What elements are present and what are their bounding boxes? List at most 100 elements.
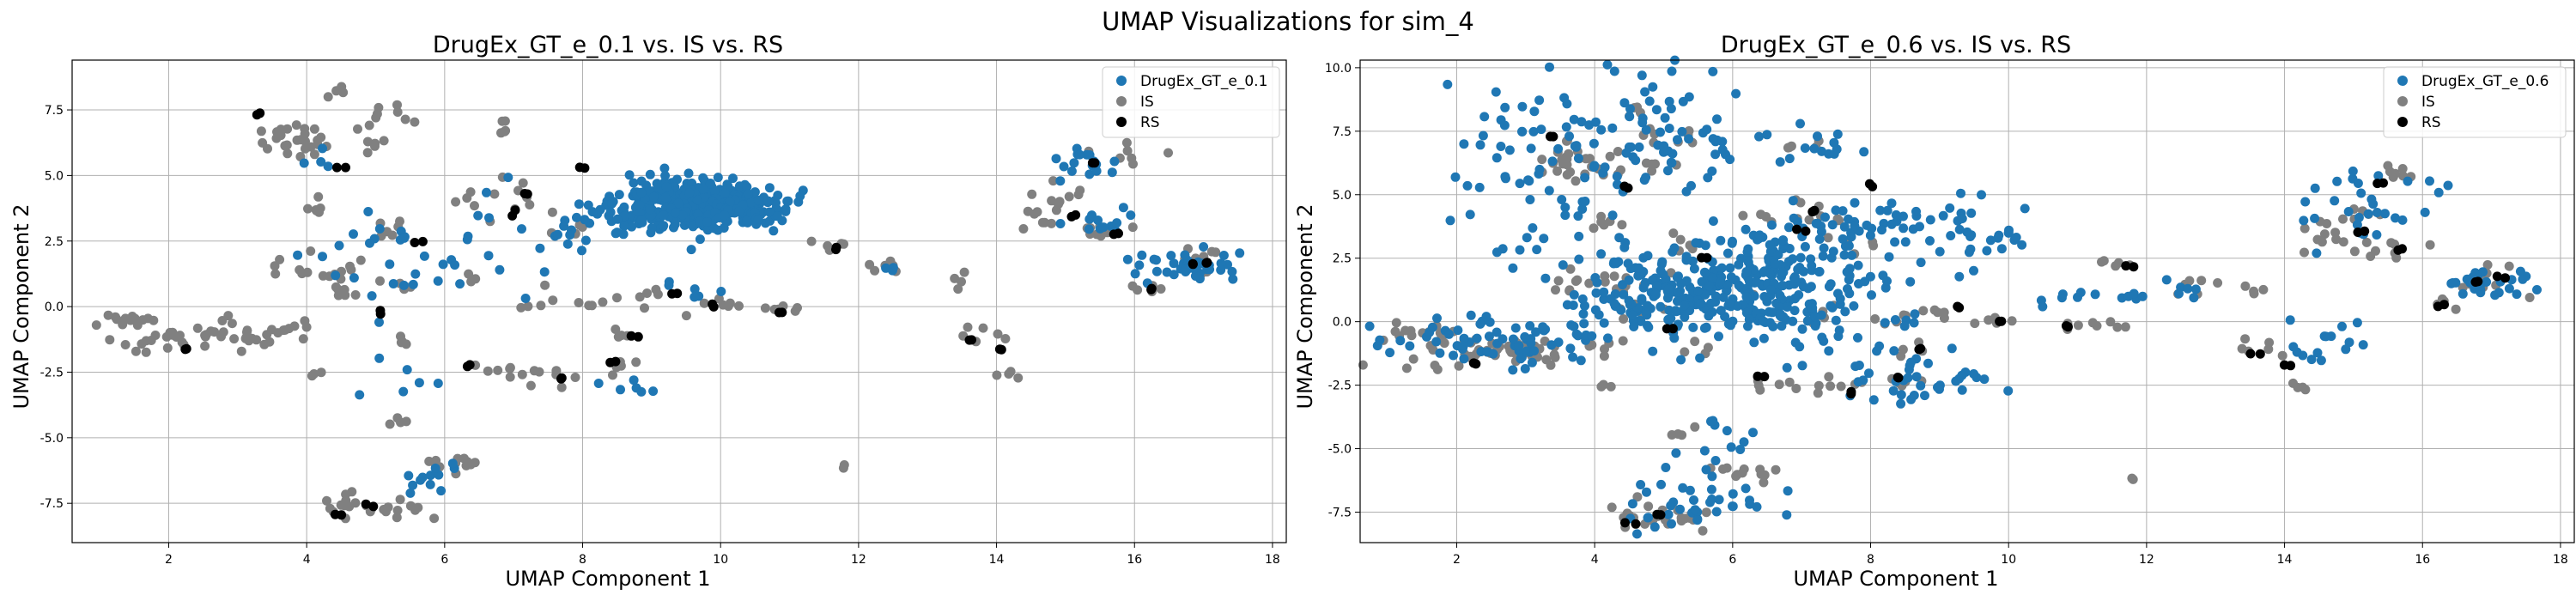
chart-2-primary-point-761 (1557, 195, 1567, 204)
chart-2-primary-point-656 (1591, 288, 1601, 298)
chart-2-primary-point-774 (1474, 182, 1485, 192)
chart-1-primary-point-874 (404, 470, 414, 481)
chart-1-primary-point-723 (635, 200, 645, 210)
chart-2-ytick-label-2: -2.5 (1328, 379, 1352, 393)
chart-2-primary-point-660 (1663, 283, 1674, 294)
chart-2-primary-point-864 (1925, 215, 1935, 225)
chart-1-is-point-261 (718, 300, 728, 310)
chart-1-primary-point-912 (334, 240, 344, 251)
chart-1-primary-point-905 (374, 317, 384, 327)
chart-1-is-point-224 (523, 301, 533, 312)
chart-1-primary-point-721 (647, 223, 657, 234)
chart-2-primary-point-813 (1637, 70, 1647, 81)
chart-2-primary-point-778 (1459, 139, 1469, 149)
chart-1-is-point-299 (1018, 224, 1029, 234)
chart-1-is-point-222 (536, 300, 546, 311)
chart-2-primary-point-504 (1734, 280, 1744, 290)
chart-2-primary-point-709 (1807, 261, 1817, 270)
chart-2-primary-point-876 (1993, 233, 2003, 243)
chart-2-primary-point-640 (1623, 258, 1633, 269)
chart-2-primary-point-587 (1688, 322, 1698, 332)
chart-2-primary-point-1060 (1775, 157, 1785, 167)
chart-2-is-point-185 (1698, 525, 1708, 536)
chart-2-rs-point-1256 (2245, 349, 2256, 359)
chart-2-primary-point-558 (1741, 224, 1751, 234)
chart-2-primary-point-1194 (1773, 250, 1783, 260)
chart-2-is-point-69 (1537, 155, 1547, 165)
chart-2-primary-point-897 (1865, 230, 1875, 240)
chart-2-primary-point-927 (1916, 380, 1926, 391)
chart-1-xtick-label-5: 12 (851, 553, 866, 567)
chart-2-is-point-290 (2249, 288, 2259, 299)
chart-1-xtick-label-0: 2 (165, 553, 173, 567)
chart-2-primary-point-832 (1708, 134, 1718, 144)
chart-2-primary-point-775 (1524, 176, 1534, 186)
chart-2-primary-point-629 (1579, 319, 1589, 329)
chart-1-is-point-60 (309, 149, 319, 160)
chart-2-primary-point-697 (1789, 294, 1800, 304)
chart-2-primary-point-711 (1443, 79, 1453, 89)
chart-1-is-point-103 (270, 269, 281, 279)
chart-2-primary-point-900 (1864, 368, 1874, 379)
chart-1-primary-point-943 (517, 224, 526, 234)
chart-2-primary-point-684 (1844, 288, 1855, 299)
chart-2-primary-point-1212 (1819, 336, 1829, 346)
chart-2-primary-point-781 (1712, 114, 1722, 124)
chart-2-xtick-label-0: 2 (1453, 553, 1461, 567)
chart-2-legend-marker-is (2397, 96, 2408, 106)
chart-2-primary-point-1096 (2330, 196, 2340, 206)
chart-2-primary-point-610 (1704, 281, 1715, 291)
chart-2-primary-point-577 (1758, 316, 1768, 326)
chart-2-is-point-295 (2277, 350, 2287, 361)
chart-2-primary-point-1175 (1574, 254, 1584, 264)
chart-1-primary-point-901 (293, 250, 303, 260)
chart-2-primary-point-1181 (1614, 233, 1625, 243)
chart-2-primary-point-1206 (1811, 218, 1821, 228)
chart-1-primary-point-949 (433, 379, 443, 388)
chart-1-is-point-11 (103, 310, 113, 320)
chart-1-rs-point-991 (964, 335, 975, 345)
chart-2-primary-point-632 (1671, 307, 1681, 317)
chart-2-primary-point-676 (1835, 294, 1845, 304)
chart-2-primary-point-1084 (2403, 176, 2413, 186)
chart-2-is-point-171 (1632, 492, 1643, 502)
chart-2-rs-point-1223 (1471, 359, 1481, 369)
chart-2-is-point-256 (1898, 344, 1908, 355)
chart-1-primary-point-742 (677, 210, 688, 221)
chart-2-is-point-108 (1551, 285, 1560, 295)
chart-2-is-point-263 (1970, 319, 1980, 329)
chart-2-primary-point-996 (1375, 335, 1385, 345)
chart-2-primary-point-694 (1789, 273, 1799, 283)
chart-2-primary-point-1100 (2354, 212, 2364, 222)
chart-2-primary-point-773 (1499, 120, 1510, 131)
chart-1-legend-marker-primary (1116, 76, 1127, 86)
chart-2-primary-point-1113 (2512, 289, 2522, 300)
chart-1-is-point-44 (242, 325, 252, 336)
chart-1-primary-point-920 (399, 233, 410, 243)
chart-1-is-point-106 (355, 255, 366, 265)
chart-1-primary-point-729 (580, 215, 590, 225)
chart-2-primary-point-986 (1453, 325, 1463, 336)
chart-2-primary-point-789 (1663, 166, 1673, 176)
chart-2-xtick-label-2: 6 (1728, 553, 1736, 567)
chart-1-is-point-57 (229, 334, 240, 344)
chart-1-is-point-119 (301, 322, 312, 332)
chart-1-primary-point-925 (365, 238, 374, 248)
chart-2-primary-point-975 (1444, 329, 1454, 339)
figure-title: UMAP Visualizations for sim_4 (1102, 7, 1474, 36)
chart-2-primary-point-1143 (2341, 344, 2351, 355)
chart-2-primary-point-809 (1673, 135, 1682, 145)
chart-2-primary-point-589 (1672, 272, 1682, 282)
chart-2-legend-box (2383, 66, 2567, 138)
chart-2-primary-point-1057 (1859, 147, 1869, 157)
chart-1-is-point-282 (953, 284, 963, 294)
chart-1-is-point-176 (429, 513, 440, 524)
chart-1-is-point-17 (120, 340, 131, 349)
chart-2-primary-point-1047 (1832, 129, 1843, 139)
chart-1-legend-primary: DrugEx_GT_e_0.1 (1140, 73, 1267, 90)
chart-1-is-point-200 (464, 269, 474, 279)
chart-1-is-point-137 (362, 137, 373, 147)
chart-2-primary-point-524 (1749, 337, 1759, 348)
chart-2-xtick-label-5: 12 (2139, 553, 2154, 567)
chart-1-primary-point-750 (659, 221, 669, 231)
